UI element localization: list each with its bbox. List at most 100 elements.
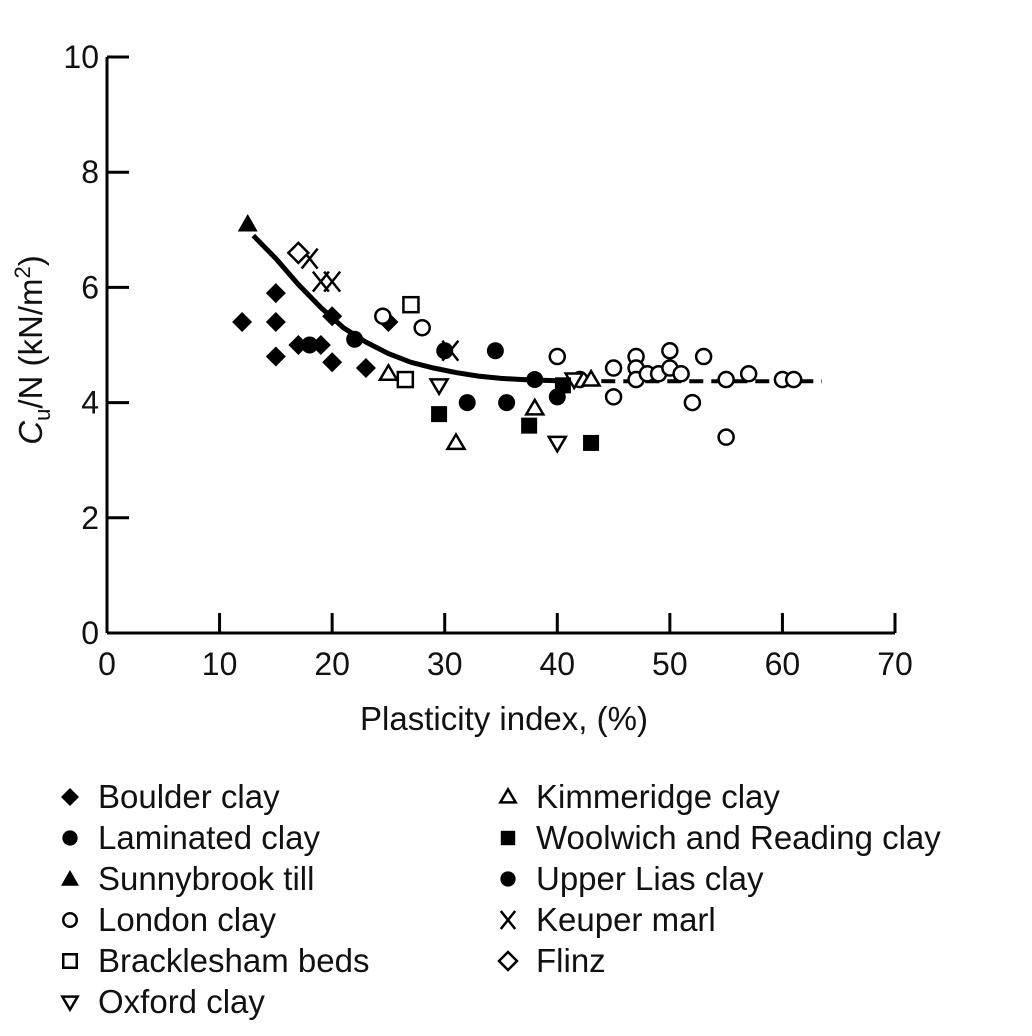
point-london-clay xyxy=(374,307,392,325)
y-tick-label: 0 xyxy=(81,615,99,651)
legend-marker-diamond-open-icon xyxy=(497,949,519,972)
legend-marker-square-filled-icon xyxy=(500,830,516,845)
point-sunnybrook-till xyxy=(237,214,258,232)
x-tick-label: 20 xyxy=(314,646,350,682)
legend-item-upper-lias-clay: Upper Lias clay xyxy=(494,858,941,899)
point-boulder-clay xyxy=(322,352,343,373)
tick-labels: 0 10 20 30 40 50 60 70 0 2 4 6 8 10 xyxy=(63,39,912,682)
x-tick-label: 70 xyxy=(877,646,913,682)
x-tick-label: 60 xyxy=(765,646,801,682)
legend-marker-shape xyxy=(61,869,79,886)
legend-label: Sunnybrook till xyxy=(98,859,315,897)
legend-item-flinz: Flinz xyxy=(494,940,941,981)
point-kimmeridge-clay xyxy=(524,397,546,416)
y-axis-label-sub: u xyxy=(30,409,55,421)
point-upper-lias-clay xyxy=(458,394,476,412)
legend-marker-shape xyxy=(500,870,516,887)
legend-marker-shape xyxy=(61,787,79,806)
point-upper-lias-clay xyxy=(526,371,544,389)
legend-item-boulder-clay: Boulder clay xyxy=(56,776,369,817)
point-woolwich-and-reading-clay xyxy=(521,417,538,434)
legend-item-bracklesham-beds: Bracklesham beds xyxy=(56,940,369,981)
point-boulder-clay xyxy=(232,311,253,332)
point-london-clay xyxy=(694,347,713,366)
legend-item-london-clay: London clay xyxy=(56,899,369,940)
axes xyxy=(105,57,895,635)
y-axis-label-close: ) xyxy=(12,255,49,266)
point-woolwich-and-reading-clay xyxy=(431,406,448,423)
y-tick-label: 6 xyxy=(81,269,99,305)
legend-item-laminated-clay: Laminated clay xyxy=(56,817,369,858)
point-boulder-clay xyxy=(265,283,286,304)
point-london-clay xyxy=(739,365,758,383)
point-london-clay xyxy=(661,342,679,360)
legend-label: Woolwich and Reading clay xyxy=(536,818,941,856)
legend-marker-triangle-filled-icon xyxy=(61,869,79,886)
point-london-clay xyxy=(548,347,567,366)
legend-label: London clay xyxy=(98,900,276,938)
legend-marker-shape xyxy=(497,949,519,972)
legend-item-keuper-marl: Keuper marl xyxy=(494,899,941,940)
point-london-clay xyxy=(717,428,735,446)
data-points xyxy=(232,214,803,454)
point-laminated-clay xyxy=(301,336,319,354)
legend-label: Kimmeridge clay xyxy=(536,777,780,815)
legend-marker-shape xyxy=(500,830,516,845)
legend-marker-shape xyxy=(499,909,517,930)
point-bracklesham-beds xyxy=(396,370,415,389)
point-london-clay xyxy=(672,365,690,383)
point-london-clay xyxy=(683,393,702,412)
point-laminated-clay xyxy=(346,330,364,348)
point-london-clay xyxy=(604,388,623,406)
x-tick-label: 10 xyxy=(202,646,238,682)
legend-right-column: Kimmeridge clay Woolwich and Reading clay… xyxy=(494,776,941,981)
scatter-chart: 0 10 20 30 40 50 60 70 0 2 4 6 8 10 Plasticity index,… xyxy=(10,39,913,737)
y-tick-label: 4 xyxy=(81,385,99,421)
legend-label: Oxford clay xyxy=(98,982,265,1020)
y-tick-label: 8 xyxy=(81,154,99,190)
point-woolwich-and-reading-clay xyxy=(583,434,600,451)
legend-item-kimmeridge-clay: Kimmeridge clay xyxy=(494,776,941,817)
y-axis-label-sup: 2 xyxy=(10,266,35,278)
y-axis-label-rest: /N (kN/m xyxy=(12,279,49,409)
legend-marker-square-open-icon xyxy=(62,952,78,969)
point-london-clay xyxy=(413,318,431,337)
legend-marker-triangle-open-icon xyxy=(498,786,518,804)
point-keuper-marl xyxy=(323,270,342,293)
y-tick-label: 10 xyxy=(63,39,99,75)
y-tick-label: 2 xyxy=(81,500,99,536)
y-axis-label: Cu/N (kN/m2) xyxy=(10,255,55,445)
legend-marker-shape xyxy=(62,952,78,969)
point-london-clay xyxy=(717,370,735,389)
point-upper-lias-clay xyxy=(548,388,566,406)
legend-item-oxford-clay: Oxford clay xyxy=(56,981,369,1022)
point-kimmeridge-clay xyxy=(580,368,602,387)
x-tick-label: 50 xyxy=(652,646,688,682)
x-tick-label: 0 xyxy=(98,646,116,682)
point-oxford-clay xyxy=(428,378,450,397)
point-boulder-clay xyxy=(322,306,343,327)
point-london-clay xyxy=(604,359,623,377)
point-bracklesham-beds xyxy=(402,295,420,314)
point-upper-lias-clay xyxy=(436,342,454,360)
point-oxford-clay xyxy=(546,435,568,454)
legend-label: Boulder clay xyxy=(98,777,280,815)
legend-label: Keuper marl xyxy=(536,900,716,938)
tick-marks xyxy=(105,55,897,635)
y-axis-label-main: C xyxy=(12,420,49,445)
legend-marker-shape xyxy=(62,829,78,846)
legend-marker-circle-open-icon xyxy=(62,911,78,928)
point-boulder-clay xyxy=(265,311,286,332)
legend-label: Flinz xyxy=(536,941,606,979)
legend-marker-shape xyxy=(60,994,80,1012)
legend-marker-diamond-filled-icon xyxy=(61,787,79,806)
legend-label: Laminated clay xyxy=(98,818,320,856)
legend-marker-triangle-down-open-icon xyxy=(60,994,80,1012)
legend-item-sunnybrook-till: Sunnybrook till xyxy=(56,858,369,899)
point-upper-lias-clay xyxy=(498,394,516,412)
x-axis-label: Plasticity index, (%) xyxy=(360,700,648,737)
point-kimmeridge-clay xyxy=(445,431,467,451)
legend-label: Bracklesham beds xyxy=(98,941,370,979)
point-boulder-clay xyxy=(355,358,376,379)
legend-left-column: Boulder clay Laminated clay Sunnybrook til… xyxy=(56,776,369,1022)
